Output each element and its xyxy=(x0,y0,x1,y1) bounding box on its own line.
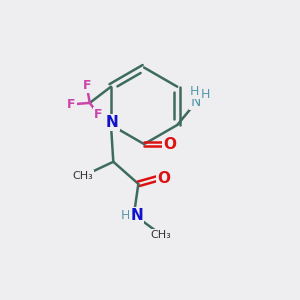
Text: O: O xyxy=(158,171,170,186)
Text: O: O xyxy=(163,136,176,152)
Text: H: H xyxy=(190,85,200,98)
Text: F: F xyxy=(94,108,102,121)
Text: N: N xyxy=(130,208,143,223)
Text: N: N xyxy=(106,115,119,130)
Text: F: F xyxy=(82,79,91,92)
Text: CH₃: CH₃ xyxy=(73,171,93,181)
Text: H: H xyxy=(120,209,130,222)
Text: F: F xyxy=(67,98,76,111)
Text: CH₃: CH₃ xyxy=(150,230,171,239)
Text: N: N xyxy=(190,95,201,109)
Text: H: H xyxy=(201,88,211,100)
